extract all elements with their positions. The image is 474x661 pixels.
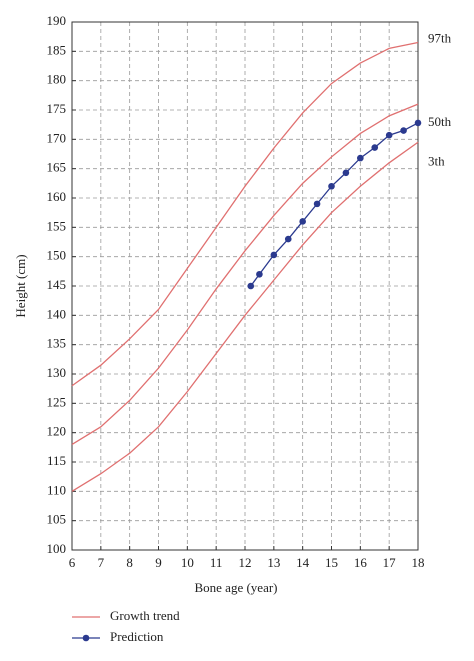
- prediction-point: [247, 282, 255, 290]
- prediction-line: [250, 122, 419, 287]
- legend-swatch: [82, 634, 90, 642]
- prediction-point: [256, 270, 263, 278]
- x-tick-label: 16: [354, 555, 368, 570]
- plot-frame: [71, 21, 419, 551]
- y-tick-label: 160: [47, 189, 67, 204]
- curve-label: 97th: [428, 31, 452, 46]
- x-tick-label: 9: [155, 555, 162, 570]
- y-tick-label: 130: [47, 365, 67, 380]
- growth-curve: [71, 41, 419, 387]
- y-tick-label: 185: [47, 42, 67, 57]
- y-tick-label: 140: [47, 306, 67, 321]
- x-tick-label: 15: [325, 555, 338, 570]
- prediction-point: [284, 235, 292, 243]
- x-tick-label: 8: [126, 555, 133, 570]
- y-tick-label: 135: [47, 336, 67, 351]
- legend-label: Growth trend: [110, 608, 180, 623]
- prediction-point: [371, 144, 379, 151]
- y-tick-label: 115: [47, 453, 66, 468]
- y-tick-label: 100: [47, 541, 67, 556]
- y-tick-label: 180: [47, 72, 67, 87]
- prediction-point: [328, 182, 335, 190]
- x-tick-label: 6: [69, 555, 76, 570]
- prediction-point: [400, 127, 407, 134]
- curve-label: 50th: [428, 114, 452, 129]
- y-tick-label: 175: [47, 101, 67, 116]
- x-tick-label: 17: [383, 555, 397, 570]
- growth-curve: [71, 103, 419, 445]
- prediction-point: [414, 119, 422, 127]
- y-tick-label: 145: [47, 277, 67, 292]
- y-tick-label: 155: [47, 218, 67, 233]
- prediction-point: [299, 218, 306, 225]
- x-tick-label: 14: [296, 555, 310, 570]
- y-tick-label: 125: [47, 394, 67, 409]
- x-tick-label: 12: [239, 555, 252, 570]
- x-tick-label: 18: [412, 555, 425, 570]
- x-tick-label: 11: [210, 555, 223, 570]
- x-axis-label: Bone age (year): [194, 580, 277, 595]
- prediction-point: [313, 200, 321, 208]
- prediction-point: [342, 169, 350, 177]
- prediction-point: [270, 251, 278, 259]
- y-tick-label: 105: [47, 512, 67, 527]
- legend-label: Prediction: [110, 629, 164, 644]
- y-tick-label: 110: [47, 482, 66, 497]
- x-tick-label: 10: [181, 555, 194, 570]
- y-tick-label: 120: [47, 424, 67, 439]
- y-axis-label: Height (cm): [13, 254, 28, 317]
- growth-curve: [71, 141, 419, 492]
- x-tick-label: 7: [98, 555, 105, 570]
- y-tick-label: 150: [47, 248, 67, 263]
- y-tick-label: 170: [47, 130, 67, 145]
- x-tick-label: 13: [267, 555, 280, 570]
- prediction-point: [385, 131, 393, 139]
- y-tick-label: 190: [47, 13, 67, 28]
- curve-label: 3th: [428, 153, 445, 168]
- prediction-point: [357, 154, 364, 162]
- y-tick-label: 165: [47, 160, 67, 175]
